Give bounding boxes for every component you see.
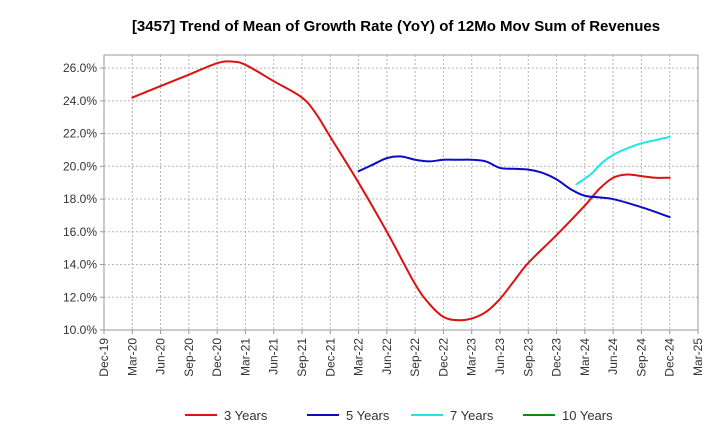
x-tick-label: Mar-22 (352, 338, 366, 376)
y-tick-label: 16.0% (63, 225, 97, 239)
x-tick-label: Jun-21 (267, 338, 281, 375)
series-group (131, 60, 671, 322)
legend-label-3-years: 3 Years (224, 408, 268, 423)
y-tick-label: 26.0% (63, 61, 97, 75)
x-tick-label: Dec-24 (663, 338, 677, 377)
legend-label-10-years: 10 Years (562, 408, 613, 423)
y-axis: 10.0% 12.0% 14.0% 16.0% 18.0% 20.0% 22.0% 24.0%… (63, 61, 104, 337)
legend-label-5-years: 5 Years (346, 408, 390, 423)
x-tick-label: Sep-22 (408, 338, 422, 377)
x-tick-label: Sep-24 (634, 338, 648, 377)
y-tick-label: 22.0% (63, 127, 97, 141)
x-tick-label: Sep-21 (295, 338, 309, 377)
legend: 3 Years 5 Years 7 Years 10 Years (185, 408, 613, 423)
y-tick-label: 24.0% (63, 94, 97, 108)
x-tick-label: Mar-23 (465, 338, 479, 376)
legend-label-7-years: 7 Years (450, 408, 494, 423)
x-axis: Dec-19 Mar-20 Jun-20 Sep-20 Dec-20 Mar-21 Jun-… (97, 330, 705, 377)
y-tick-label: 10.0% (63, 323, 97, 337)
x-tick-label: Dec-19 (97, 338, 111, 377)
x-tick-label: Dec-23 (550, 338, 564, 377)
x-tick-label: Mar-24 (578, 338, 592, 376)
x-tick-label: Mar-20 (125, 338, 139, 376)
x-tick-label: Jun-20 (154, 338, 168, 375)
x-tick-label: Dec-22 (436, 338, 450, 377)
plot-area (104, 55, 698, 330)
x-tick-label: Mar-21 (238, 338, 252, 376)
series-line-5-years (357, 155, 671, 219)
x-tick-label: Sep-23 (521, 338, 535, 377)
x-tick-label: Jun-23 (493, 338, 507, 375)
plot-frame (103, 54, 699, 331)
series-line-3-years (131, 60, 671, 322)
x-tick-label: Dec-21 (323, 338, 337, 377)
series-line-7-years (575, 135, 671, 186)
x-tick-label: Dec-20 (210, 338, 224, 377)
y-tick-label: 12.0% (63, 290, 97, 304)
chart-title: [3457] Trend of Mean of Growth Rate (YoY… (132, 18, 660, 35)
x-tick-label: Mar-25 (691, 338, 705, 376)
x-tick-label: Jun-24 (606, 338, 620, 375)
x-tick-label: Sep-20 (182, 338, 196, 377)
y-tick-label: 20.0% (63, 159, 97, 173)
y-tick-label: 14.0% (63, 258, 97, 272)
grid (104, 55, 698, 330)
x-tick-label: Jun-22 (380, 338, 394, 375)
y-tick-label: 18.0% (63, 192, 97, 206)
